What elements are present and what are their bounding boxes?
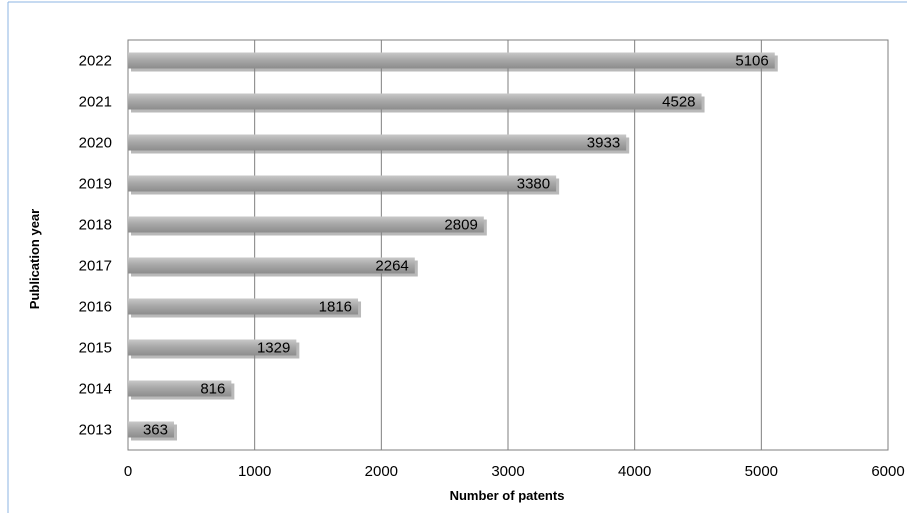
y-tick-label-2019: 2019: [79, 176, 112, 193]
data-label-2020: 3933: [587, 135, 620, 152]
y-tick-label-2021: 2021: [79, 94, 112, 111]
y-tick-label-2016: 2016: [79, 299, 112, 316]
y-axis-title: Publication year: [27, 209, 42, 309]
y-tick-label-2013: 2013: [79, 422, 112, 439]
x-tick-label-3000: 3000: [491, 463, 524, 480]
bar-2017: [128, 257, 415, 274]
bar-2022: [128, 52, 775, 69]
x-tick-label-6000: 6000: [871, 463, 904, 480]
data-labels: 5106 4528 3933 3380 2809 2264 1816 1329 816 363: [143, 53, 769, 439]
x-tick-label-1000: 1000: [238, 463, 271, 480]
data-label-2013: 363: [143, 422, 168, 439]
x-axis-title: Number of patents: [450, 488, 565, 503]
y-tick-label-2022: 2022: [79, 53, 112, 70]
plot-area-border: [127, 39, 889, 451]
data-label-2018: 2809: [444, 217, 477, 234]
data-label-2016: 1816: [319, 299, 352, 316]
x-tick-label-4000: 4000: [618, 463, 651, 480]
y-tick-label-2020: 2020: [79, 135, 112, 152]
x-tick-label-5000: 5000: [745, 463, 778, 480]
bar-2021: [128, 93, 702, 110]
bar-2014: [128, 380, 232, 397]
bar-2018: [128, 216, 484, 233]
data-label-2017: 2264: [375, 258, 408, 275]
bar-2013: [128, 421, 174, 438]
y-tick-label-2017: 2017: [79, 258, 112, 275]
data-label-2015: 1329: [257, 340, 290, 357]
data-label-2021: 4528: [662, 94, 695, 111]
y-tick-label-2014: 2014: [79, 381, 112, 398]
y-tick-labels: 2022 2021 2020 2019 2018 2017 2016 2015 2014 2013: [79, 53, 112, 439]
bar-2020: [128, 134, 627, 151]
bar-2016: [128, 298, 359, 315]
data-label-2022: 5106: [735, 53, 768, 70]
bars: [128, 52, 778, 441]
y-tick-label-2015: 2015: [79, 340, 112, 357]
bar-2019: [128, 175, 557, 192]
x-tick-labels: 0 1000 2000 3000 4000 5000 6000: [124, 463, 905, 480]
data-label-2019: 3380: [517, 176, 550, 193]
data-label-2014: 816: [200, 381, 225, 398]
x-tick-label-0: 0: [124, 463, 132, 480]
bar-2015: [128, 339, 297, 356]
y-tick-label-2018: 2018: [79, 217, 112, 234]
x-tick-label-2000: 2000: [365, 463, 398, 480]
